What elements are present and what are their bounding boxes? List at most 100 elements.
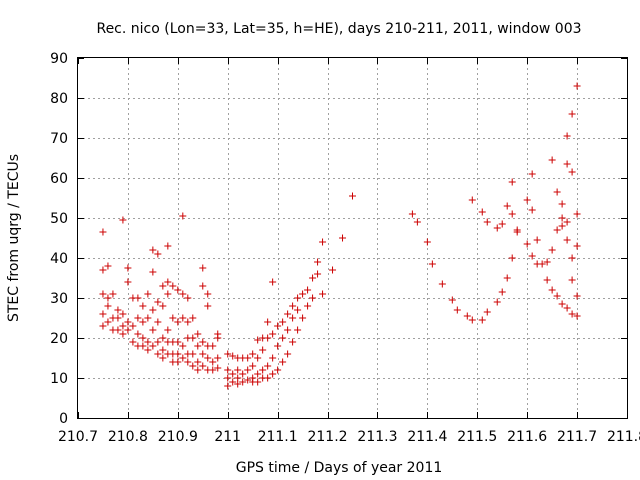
data-point — [284, 326, 292, 334]
data-point — [174, 318, 182, 326]
data-point — [483, 308, 491, 316]
data-point — [194, 330, 202, 338]
data-point — [528, 170, 536, 178]
y-tick-label: 40 — [50, 251, 68, 267]
data-point — [528, 206, 536, 214]
data-point — [109, 290, 117, 298]
x-tick-label: 211.7 — [557, 429, 597, 445]
data-point — [269, 330, 277, 338]
data-point — [164, 290, 172, 298]
data-point — [493, 298, 501, 306]
data-point — [513, 228, 521, 236]
data-point — [164, 326, 172, 334]
data-point — [154, 338, 162, 346]
x-tick-label: 211.5 — [457, 429, 497, 445]
data-point — [553, 188, 561, 196]
data-point — [314, 270, 322, 278]
x-axis-label: GPS time / Days of year 2011 — [236, 460, 443, 476]
data-point — [548, 246, 556, 254]
data-point — [184, 358, 192, 366]
data-point — [309, 294, 317, 302]
data-point — [438, 280, 446, 288]
data-point — [558, 200, 566, 208]
data-point — [164, 278, 172, 286]
data-point — [498, 288, 506, 296]
data-point — [274, 366, 282, 374]
data-point — [199, 338, 207, 346]
data-point — [299, 314, 307, 322]
data-point — [299, 290, 307, 298]
y-tick-label: 70 — [50, 131, 68, 147]
data-point — [229, 370, 237, 378]
data-point — [199, 282, 207, 290]
data-point — [124, 326, 132, 334]
data-point — [259, 366, 267, 374]
data-point — [568, 168, 576, 176]
data-point — [174, 286, 182, 294]
data-point — [114, 314, 122, 322]
data-point — [523, 196, 531, 204]
data-point — [428, 260, 436, 268]
data-point — [274, 322, 282, 330]
data-point — [269, 278, 277, 286]
data-point — [179, 354, 187, 362]
data-point — [104, 318, 112, 326]
data-point — [229, 378, 237, 386]
data-point — [249, 362, 257, 370]
data-point — [413, 218, 421, 226]
data-point — [314, 258, 322, 266]
data-point — [174, 338, 182, 346]
y-tick-label: 0 — [59, 411, 68, 427]
x-tick-label: 210.8 — [108, 429, 148, 445]
data-point — [224, 366, 232, 374]
data-point — [149, 326, 157, 334]
data-point — [139, 334, 147, 342]
data-point — [319, 238, 327, 246]
data-point — [179, 342, 187, 350]
data-point — [104, 302, 112, 310]
data-point — [119, 216, 127, 224]
data-point — [508, 178, 516, 186]
data-point — [563, 132, 571, 140]
data-point — [289, 338, 297, 346]
data-point — [124, 318, 132, 326]
data-point — [563, 160, 571, 168]
data-points — [99, 82, 581, 390]
data-point — [189, 334, 197, 342]
data-point — [139, 318, 147, 326]
data-point — [284, 310, 292, 318]
data-point — [483, 218, 491, 226]
y-tick-label: 20 — [50, 331, 68, 347]
data-point — [349, 192, 356, 200]
data-point — [239, 378, 247, 386]
data-point — [114, 326, 122, 334]
data-point — [134, 330, 142, 338]
data-point — [279, 318, 287, 326]
data-point — [209, 342, 217, 350]
data-point — [194, 366, 202, 374]
data-point — [144, 290, 152, 298]
data-point — [159, 346, 167, 354]
data-point — [144, 338, 152, 346]
data-point — [184, 294, 192, 302]
data-point — [279, 358, 287, 366]
data-point — [159, 354, 167, 362]
x-tick-labels: 210.7 210.8 210.9 211 211.1 211.2 211.3 211.4 21… — [58, 429, 640, 445]
data-point — [144, 346, 152, 354]
data-point — [104, 294, 112, 302]
data-point — [154, 350, 162, 358]
data-point — [189, 362, 197, 370]
data-point — [264, 334, 272, 342]
data-point — [408, 210, 416, 218]
data-point — [239, 370, 247, 378]
data-point — [119, 322, 127, 330]
data-point — [478, 208, 486, 216]
data-point — [189, 350, 197, 358]
data-point — [269, 370, 277, 378]
data-point — [274, 342, 282, 350]
data-point — [214, 354, 222, 362]
data-point — [224, 350, 232, 358]
data-point — [493, 224, 501, 232]
data-point — [154, 298, 162, 306]
